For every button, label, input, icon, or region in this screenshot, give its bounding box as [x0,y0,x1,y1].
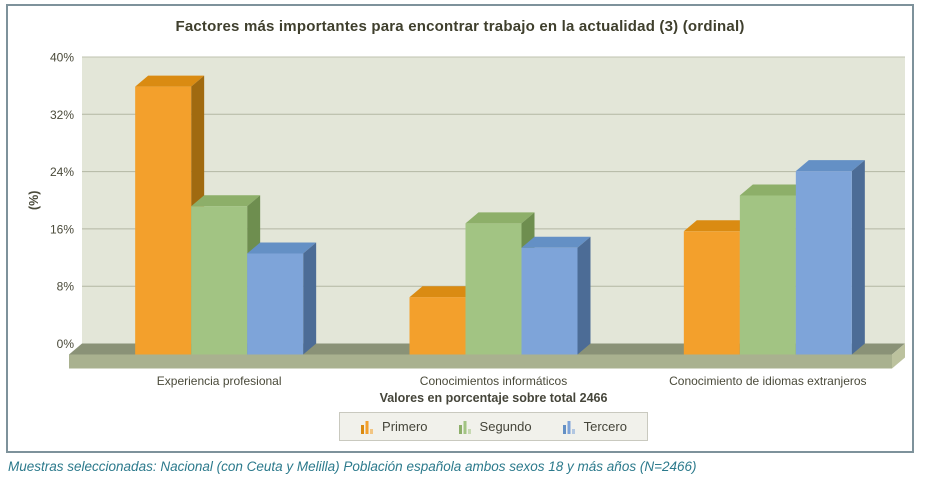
mini-bar-chart-icon [458,421,471,434]
svg-text:(%): (%) [27,191,41,210]
svg-text:32%: 32% [50,108,74,122]
legend-label: Tercero [583,419,627,434]
svg-text:24%: 24% [50,165,74,179]
source-note: Muestras seleccionadas: Nacional (con Ce… [8,459,697,474]
legend-container: Primero Segundo Tercero [82,412,905,441]
legend-item-primero[interactable]: Primero [360,419,428,434]
chart-panel: Factores más importantes para encontrar … [6,4,914,453]
svg-text:40%: 40% [50,51,74,65]
svg-text:Experiencia profesional: Experiencia profesional [157,374,282,388]
x-axis-title: Valores en porcentaje sobre total 2466 [379,391,608,405]
legend: Primero Segundo Tercero [339,412,648,441]
legend-item-tercero[interactable]: Tercero [562,419,627,434]
legend-label: Primero [382,419,428,434]
mini-bar-chart-icon [361,421,374,434]
svg-text:0%: 0% [57,337,75,351]
chart-title: Factores más importantes para encontrar … [175,18,745,35]
bar-chart-canvas: 0% 8% 16% 24% 32% 40% (%) Experiencia profesion… [27,51,905,388]
svg-text:8%: 8% [57,280,75,294]
legend-item-segundo[interactable]: Segundo [458,419,532,434]
svg-text:16%: 16% [50,222,74,236]
svg-text:Conocimiento de idiomas extran: Conocimiento de idiomas extranjeros [669,374,866,388]
mini-bar-chart-icon [562,421,575,434]
svg-text:Conocimientos informáticos: Conocimientos informáticos [420,374,567,388]
legend-label: Segundo [479,419,532,434]
